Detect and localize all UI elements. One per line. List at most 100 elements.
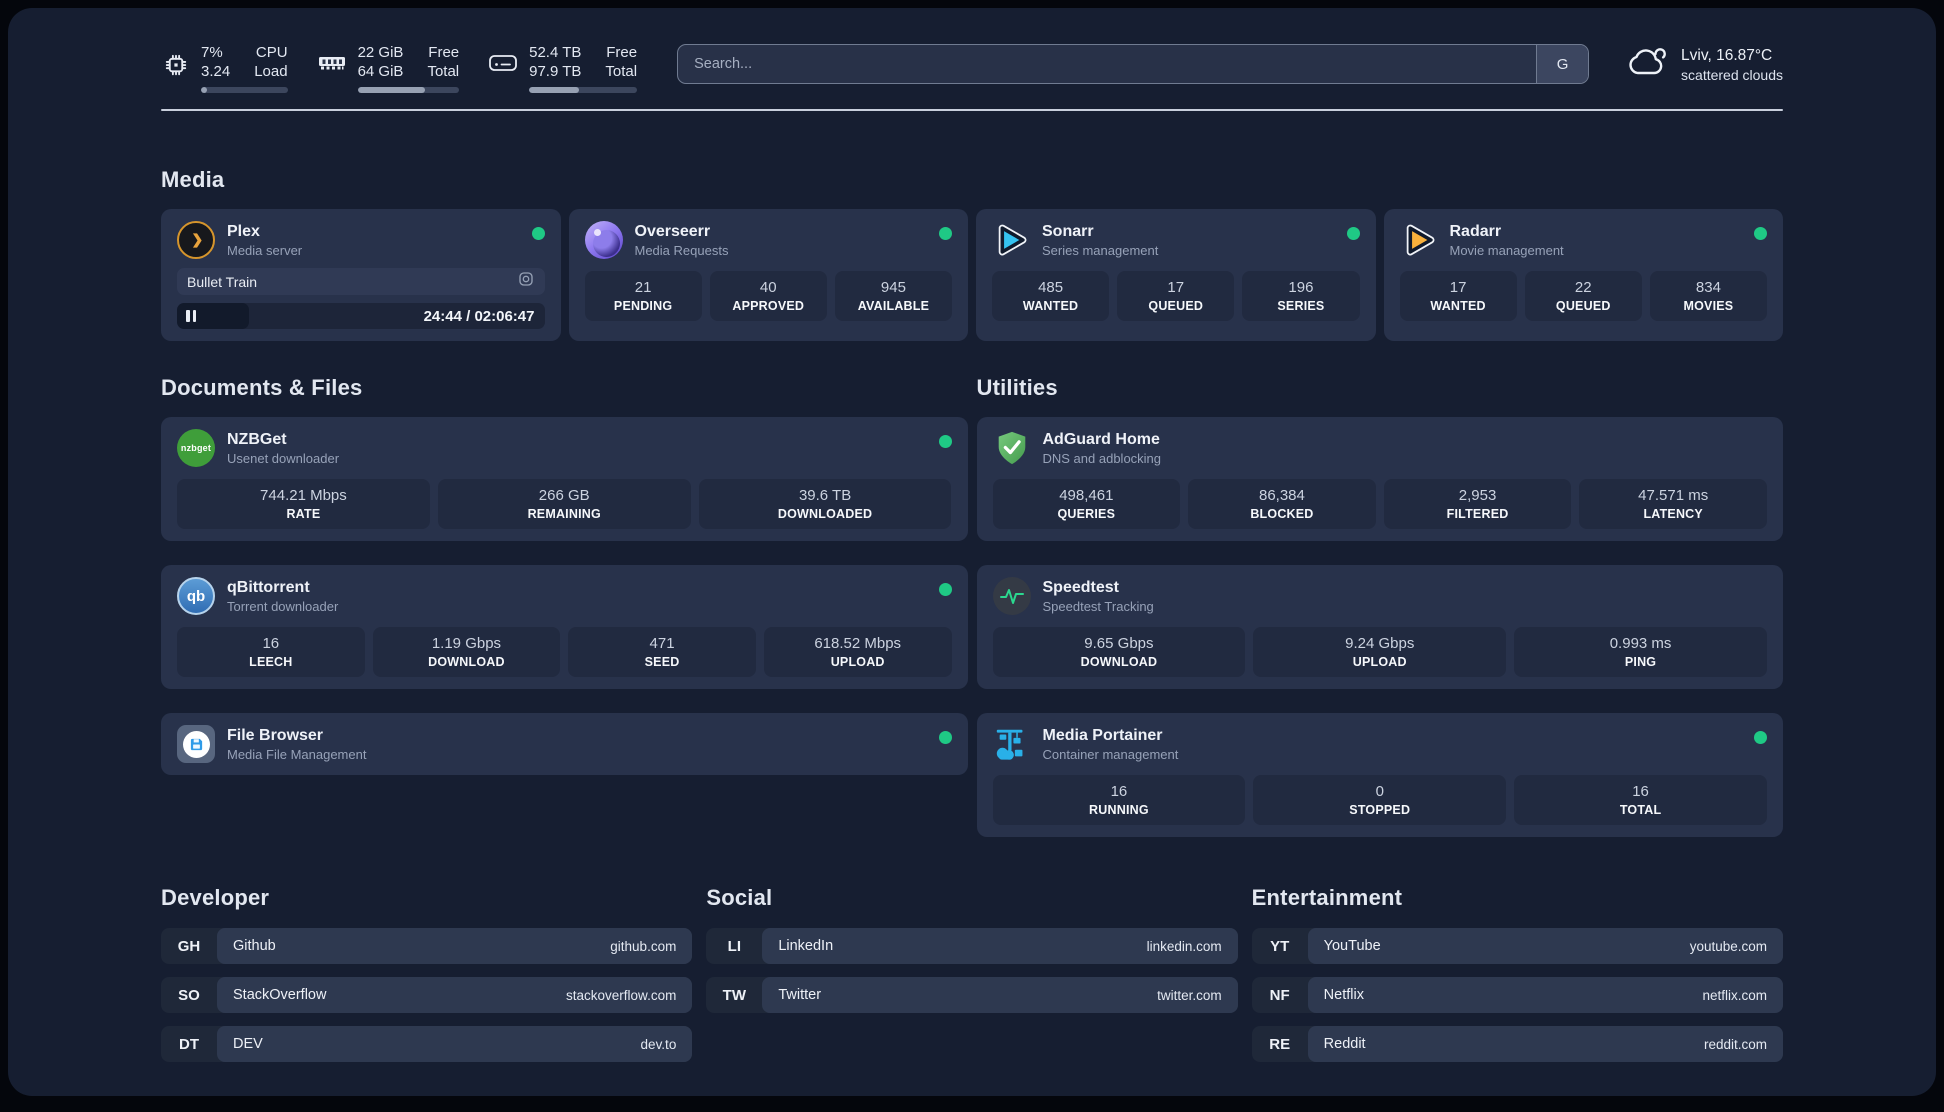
plex-title: Plex bbox=[227, 223, 260, 240]
filebrowser-icon bbox=[177, 725, 215, 763]
storage-metric: 52.4 TB Free 97.9 TB Total bbox=[487, 44, 638, 93]
portainer-status-dot bbox=[1754, 731, 1767, 744]
link-youtube[interactable]: YT YouTube youtube.com bbox=[1251, 928, 1783, 964]
ram-icon bbox=[316, 50, 348, 93]
stat-seed: 471 SEED bbox=[568, 627, 756, 677]
stat-downloaded: 39.6 TB DOWNLOADED bbox=[698, 479, 952, 529]
developer-section-title: Developer bbox=[161, 885, 270, 910]
link-linkedin[interactable]: LI LinkedIn linkedin.com bbox=[706, 928, 1238, 964]
cpu-load-value: 3.24 bbox=[201, 63, 231, 80]
plex-subtitle: Media server bbox=[227, 243, 303, 258]
speedtest-card[interactable]: Speedtest Speedtest Tracking 9.65 Gbps D… bbox=[976, 565, 1783, 689]
disk-icon bbox=[487, 50, 519, 93]
utilities-section: Utilities AdGuard Home bbox=[976, 375, 1783, 837]
overseerr-card[interactable]: Overseerr Media Requests 21 PENDING 40 A… bbox=[568, 209, 968, 341]
nzbget-subtitle: Usenet downloader bbox=[227, 451, 340, 466]
utilities-section-title: Utilities bbox=[976, 375, 1058, 400]
radarr-title: Radarr bbox=[1449, 223, 1502, 240]
nzbget-title: NZBGet bbox=[227, 431, 287, 448]
qbittorrent-card[interactable]: qb qBittorrent Torrent downloader 16 LEE… bbox=[161, 565, 968, 689]
nzbget-card[interactable]: nzbget NZBGet Usenet downloader 744.21 M… bbox=[161, 417, 968, 541]
sonarr-status-dot bbox=[1346, 227, 1360, 240]
top-bar: 7% CPU 3.24 Load bbox=[161, 8, 1783, 93]
stat-blocked: 86,384 BLOCKED bbox=[1188, 479, 1376, 529]
sonarr-card[interactable]: Sonarr Series management 485 WANTED 17 Q… bbox=[976, 209, 1376, 341]
stat-stopped: 0 STOPPED bbox=[1253, 775, 1507, 825]
playback-progress-bar: 24:44 / 02:06:47 bbox=[177, 303, 545, 329]
overseerr-title: Overseerr bbox=[634, 223, 711, 240]
ram-total-value: 64 GiB bbox=[357, 63, 404, 80]
documents-section-title: Documents & Files bbox=[161, 375, 363, 400]
social-section-title: Social bbox=[706, 885, 773, 910]
weather-widget: Lviv, 16.87°C scattered clouds bbox=[1625, 44, 1783, 85]
link-netflix[interactable]: NF Netflix netflix.com bbox=[1251, 977, 1783, 1013]
plex-card[interactable]: Plex Media server Bullet Train bbox=[161, 209, 561, 341]
portainer-card[interactable]: Media Portainer Container management 16 … bbox=[976, 713, 1783, 837]
documents-section: Documents & Files nzbget NZBGet Usenet d… bbox=[161, 375, 968, 837]
radarr-status-dot bbox=[1754, 227, 1767, 240]
ram-free-label: Free bbox=[428, 44, 460, 61]
stat-ping: 0.993 ms PING bbox=[1514, 627, 1767, 677]
dashboard: 7% CPU 3.24 Load bbox=[8, 8, 1936, 1096]
overseerr-status-dot bbox=[939, 227, 952, 240]
social-section: Social LI LinkedIn linkedin.com TW Twitt… bbox=[706, 885, 1238, 1075]
portainer-title: Media Portainer bbox=[1042, 727, 1163, 744]
media-section-title: Media bbox=[161, 167, 225, 192]
stat-wanted: 17 WANTED bbox=[1399, 271, 1517, 321]
stat-download: 1.19 Gbps DOWNLOAD bbox=[372, 627, 561, 677]
stat-movies: 834 MOVIES bbox=[1649, 271, 1768, 321]
radarr-card[interactable]: Radarr Movie management 17 WANTED 22 QUE… bbox=[1383, 209, 1783, 341]
pause-icon bbox=[186, 310, 196, 322]
stat-download: 9.65 Gbps DOWNLOAD bbox=[992, 627, 1246, 677]
ram-total-label: Total bbox=[427, 63, 460, 80]
disk-total-label: Total bbox=[605, 63, 638, 80]
playback-time: 24:44 / 02:06:47 bbox=[423, 307, 535, 325]
filebrowser-subtitle: Media File Management bbox=[227, 747, 367, 762]
stat-queued: 22 QUEUED bbox=[1524, 271, 1642, 321]
video-icon bbox=[517, 270, 535, 293]
disk-free-value: 52.4 TB bbox=[529, 44, 582, 61]
cpu-icon bbox=[161, 50, 191, 93]
filebrowser-card[interactable]: File Browser Media File Management bbox=[161, 713, 968, 775]
filebrowser-status-dot bbox=[938, 731, 952, 744]
stat-remaining: 266 GB REMAINING bbox=[437, 479, 691, 529]
weather-condition: scattered clouds bbox=[1681, 66, 1783, 83]
stat-rate: 744.21 Mbps RATE bbox=[177, 479, 430, 529]
entertainment-section-title: Entertainment bbox=[1251, 885, 1403, 910]
nzbget-icon: nzbget bbox=[177, 429, 215, 467]
portainer-subtitle: Container management bbox=[1042, 747, 1179, 762]
load-label: Load bbox=[254, 63, 288, 80]
sonarr-icon bbox=[992, 221, 1030, 259]
adguard-card[interactable]: AdGuard Home DNS and adblocking 498,461 … bbox=[976, 417, 1783, 541]
qbittorrent-subtitle: Torrent downloader bbox=[227, 599, 339, 614]
stat-upload: 618.52 Mbps UPLOAD bbox=[763, 627, 952, 677]
media-section: Media Plex Media server Bullet Train bbox=[161, 167, 1783, 341]
radarr-subtitle: Movie management bbox=[1449, 243, 1564, 258]
overseerr-subtitle: Media Requests bbox=[634, 243, 729, 258]
stat-total: 16 TOTAL bbox=[1514, 775, 1767, 825]
disk-progress-fill bbox=[529, 87, 579, 93]
radarr-icon bbox=[1400, 221, 1438, 259]
cloud-icon bbox=[1625, 44, 1669, 85]
search-engine-button[interactable]: G bbox=[1536, 45, 1589, 83]
stat-available: 945 AVAILABLE bbox=[834, 271, 953, 321]
speedtest-icon bbox=[992, 577, 1031, 615]
stat-approved: 40 APPROVED bbox=[709, 271, 827, 321]
plex-icon bbox=[177, 221, 215, 259]
adguard-subtitle: DNS and adblocking bbox=[1042, 451, 1162, 466]
link-twitter[interactable]: TW Twitter twitter.com bbox=[706, 977, 1238, 1013]
link-reddit[interactable]: RE Reddit reddit.com bbox=[1251, 1026, 1783, 1062]
ram-progress-bar bbox=[357, 87, 460, 93]
link-github[interactable]: GH Github github.com bbox=[161, 928, 693, 964]
link-dev[interactable]: DT DEV dev.to bbox=[161, 1026, 693, 1062]
weather-location-temp: Lviv, 16.87°C bbox=[1681, 46, 1773, 64]
developer-section: Developer GH Github github.com SO StackO… bbox=[161, 885, 693, 1075]
disk-free-label: Free bbox=[606, 44, 638, 61]
adguard-icon bbox=[993, 429, 1031, 467]
link-stackoverflow[interactable]: SO StackOverflow stackoverflow.com bbox=[161, 977, 693, 1013]
now-playing-title: Bullet Train bbox=[187, 273, 258, 290]
stat-running: 16 RUNNING bbox=[992, 775, 1246, 825]
stat-latency: 47.571 ms LATENCY bbox=[1579, 479, 1767, 529]
speedtest-subtitle: Speedtest Tracking bbox=[1042, 599, 1154, 614]
search-input[interactable] bbox=[678, 45, 1537, 83]
